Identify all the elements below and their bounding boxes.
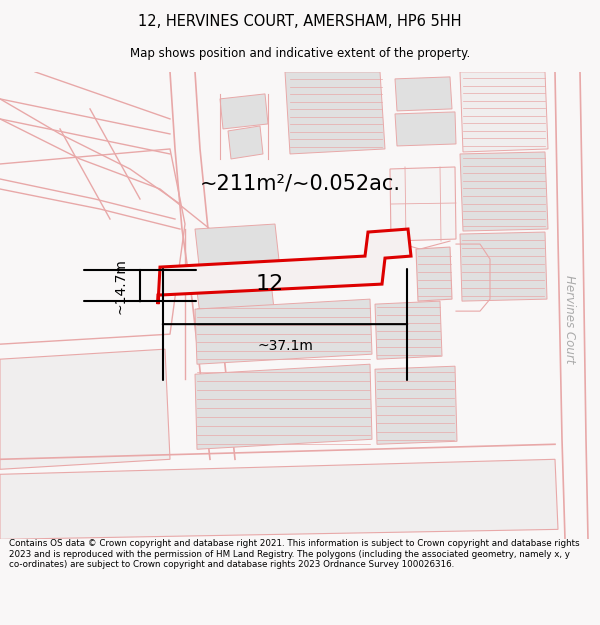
Polygon shape <box>460 232 547 301</box>
Polygon shape <box>460 152 548 231</box>
Polygon shape <box>195 224 280 274</box>
Text: ~211m²/~0.052ac.: ~211m²/~0.052ac. <box>199 174 401 194</box>
Polygon shape <box>195 272 274 314</box>
Polygon shape <box>285 72 385 154</box>
Polygon shape <box>0 459 558 539</box>
Polygon shape <box>228 126 263 159</box>
Text: ~37.1m: ~37.1m <box>257 339 313 353</box>
Polygon shape <box>375 366 457 444</box>
Text: Map shows position and indicative extent of the property.: Map shows position and indicative extent… <box>130 47 470 60</box>
Text: Contains OS data © Crown copyright and database right 2021. This information is : Contains OS data © Crown copyright and d… <box>9 539 580 569</box>
Text: 12, HERVINES COURT, AMERSHAM, HP6 5HH: 12, HERVINES COURT, AMERSHAM, HP6 5HH <box>138 14 462 29</box>
Polygon shape <box>220 94 268 129</box>
Polygon shape <box>0 349 170 469</box>
Text: Hervines Court: Hervines Court <box>563 275 577 363</box>
Polygon shape <box>390 167 456 241</box>
Polygon shape <box>460 72 548 152</box>
Text: ~14.7m: ~14.7m <box>114 258 128 314</box>
Polygon shape <box>195 364 372 449</box>
Polygon shape <box>416 247 452 301</box>
Polygon shape <box>395 77 452 111</box>
Polygon shape <box>395 112 456 146</box>
Polygon shape <box>195 299 372 364</box>
Text: 12: 12 <box>256 274 284 294</box>
Polygon shape <box>375 301 442 359</box>
Polygon shape <box>158 229 411 304</box>
